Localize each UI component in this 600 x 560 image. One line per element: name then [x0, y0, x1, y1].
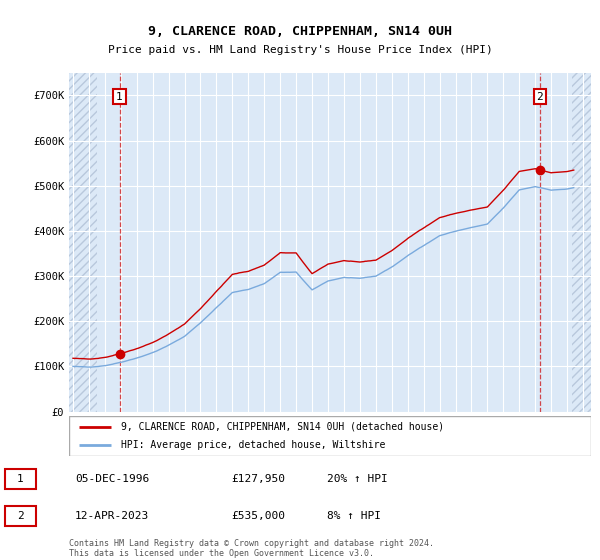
Text: 20% ↑ HPI: 20% ↑ HPI — [327, 474, 388, 484]
Text: 1: 1 — [17, 474, 24, 484]
Text: 1: 1 — [116, 91, 123, 101]
Text: £127,950: £127,950 — [231, 474, 285, 484]
Text: 05-DEC-1996: 05-DEC-1996 — [75, 474, 149, 484]
Bar — [69, 73, 97, 412]
Text: 12-APR-2023: 12-APR-2023 — [75, 511, 149, 521]
Text: £535,000: £535,000 — [231, 511, 285, 521]
Text: 2: 2 — [536, 91, 543, 101]
Bar — [572, 73, 591, 412]
Text: Price paid vs. HM Land Registry's House Price Index (HPI): Price paid vs. HM Land Registry's House … — [107, 45, 493, 55]
Text: 8% ↑ HPI: 8% ↑ HPI — [327, 511, 381, 521]
Text: 9, CLARENCE ROAD, CHIPPENHAM, SN14 0UH (detached house): 9, CLARENCE ROAD, CHIPPENHAM, SN14 0UH (… — [121, 422, 445, 432]
Text: HPI: Average price, detached house, Wiltshire: HPI: Average price, detached house, Wilt… — [121, 440, 386, 450]
Text: Contains HM Land Registry data © Crown copyright and database right 2024.
This d: Contains HM Land Registry data © Crown c… — [69, 539, 434, 558]
Text: 9, CLARENCE ROAD, CHIPPENHAM, SN14 0UH: 9, CLARENCE ROAD, CHIPPENHAM, SN14 0UH — [148, 25, 452, 38]
Text: 2: 2 — [17, 511, 24, 521]
